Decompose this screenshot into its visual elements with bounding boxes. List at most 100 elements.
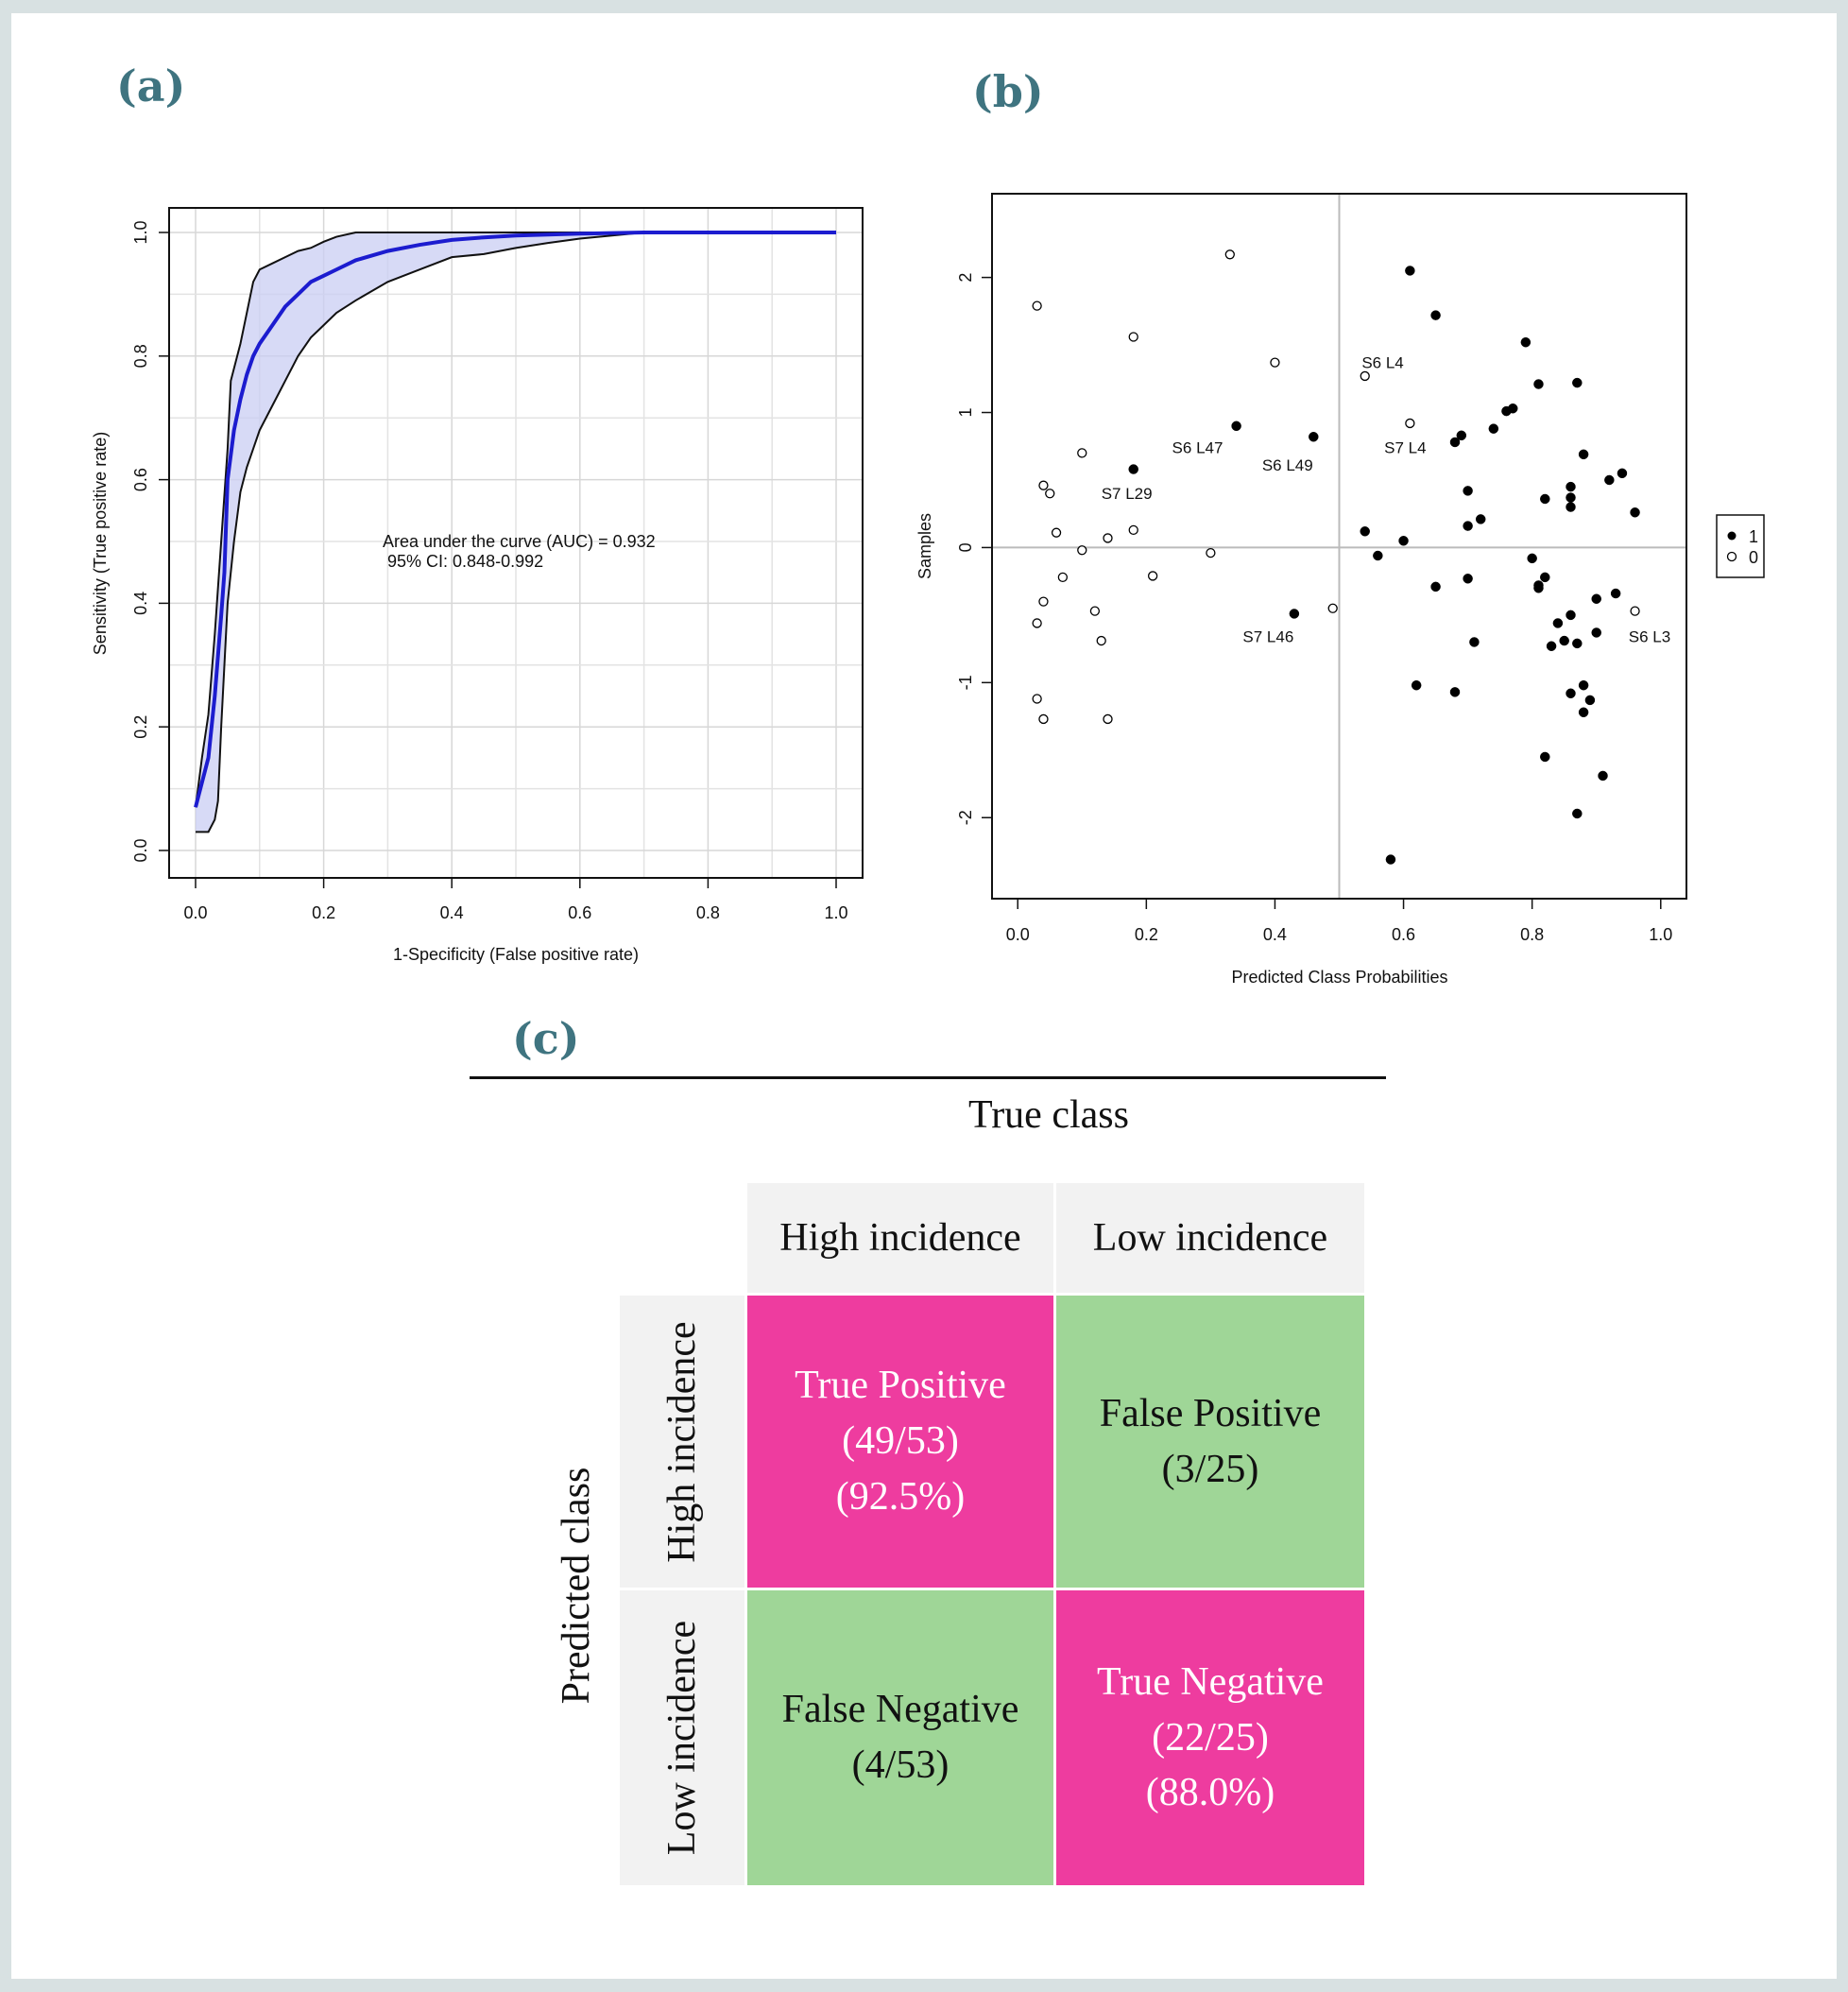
scatter-reference-lines	[992, 194, 1686, 899]
scatter-point-class-1	[1463, 521, 1473, 531]
scatter-y-label: Samples	[915, 513, 934, 579]
scatter-point-class-1	[1373, 550, 1383, 561]
panel-label-a: (a)	[116, 60, 186, 112]
tp-title: True Positive	[795, 1364, 1006, 1408]
scatter-point-class-1	[1591, 627, 1601, 638]
cell-true-negative: True Negative (22/25) (88.0%)	[1056, 1590, 1364, 1885]
col-header-low: Low incidence	[1056, 1183, 1364, 1293]
cell-true-positive: True Positive (49/53) (92.5%)	[747, 1296, 1053, 1588]
scatter-point-class-0	[1270, 357, 1280, 368]
scatter-point-class-1	[1566, 492, 1576, 503]
roc-xtick-label-4: 0.8	[696, 903, 720, 922]
roc-ci-upper-line	[195, 232, 836, 808]
roc-y-axis: 0.0 0.2 0.4 0.6 0.8 1.0	[131, 220, 169, 863]
scatter-point-class-1	[1630, 507, 1640, 518]
scatter-point-class-0	[1038, 713, 1049, 725]
scatter-point-class-1	[1566, 610, 1576, 621]
roc-annotation-auc: Area under the curve (AUC) = 0.932	[383, 532, 656, 551]
fn-title: False Negative	[781, 1688, 1019, 1732]
roc-ytick-label-5: 1.0	[131, 220, 150, 244]
scatter-point-class-1	[1540, 572, 1550, 583]
scatter-point-class-1	[1508, 403, 1518, 414]
scatter-point-class-1	[1572, 638, 1583, 649]
scatter-points	[1032, 249, 1640, 865]
panel-label-c: (c)	[512, 1013, 580, 1064]
scatter-point-class-1	[1360, 526, 1370, 537]
scatter-point-class-0	[1327, 603, 1338, 613]
cell-false-negative: False Negative (4/53)	[747, 1590, 1053, 1885]
scatter-xtick-label-0: 0.0	[1006, 925, 1030, 944]
scatter-point-class-1	[1128, 464, 1138, 474]
scatter-point-class-1	[1527, 553, 1537, 564]
scatter-point-label-4: S7 L29	[1102, 485, 1153, 503]
scatter-xtick-label-2: 0.4	[1263, 925, 1287, 944]
roc-plot-frame	[168, 207, 864, 879]
scatter-point-class-1	[1540, 751, 1550, 763]
scatter-point-class-1	[1463, 486, 1473, 496]
scatter-point-class-1	[1552, 618, 1564, 628]
scatter-point-class-0	[1032, 301, 1042, 311]
roc-ytick-label-1: 0.2	[131, 715, 150, 739]
scatter-point-class-1	[1475, 514, 1486, 524]
roc-mean-line	[194, 231, 836, 808]
scatter-point-class-1	[1559, 635, 1569, 646]
scatter-point-class-0	[1128, 332, 1138, 342]
scatter-point-label-6: S6 L3	[1629, 627, 1670, 645]
scatter-point-class-0	[1360, 370, 1370, 382]
roc-chart: 0.0 0.2 0.4 0.6 0.8 1.0 0.0 0.2 0.4 0.6 0.8 1.0 Ar…	[91, 193, 1765, 987]
roc-confidence-band	[196, 232, 836, 833]
row-header-high-text: High incidence	[660, 1320, 704, 1563]
scatter-point-class-1	[1533, 580, 1544, 591]
panel-label-b: (b)	[972, 66, 1044, 117]
scatter-point-class-1	[1572, 808, 1583, 819]
panel-c-divider	[470, 1076, 1386, 1079]
roc-x-label: 1-Specificity (False positive rate)	[393, 945, 639, 964]
scatter-ytick-label-0: -2	[956, 810, 975, 825]
roc-xtick-label-0: 0.0	[183, 903, 207, 922]
scatter-point-class-0	[1038, 480, 1049, 490]
scatter-point-class-1	[1430, 581, 1441, 592]
scatter-xtick-label-1: 0.2	[1135, 925, 1158, 944]
scatter-point-class-0	[1077, 448, 1087, 458]
scatter-point-label-0: S6 L4	[1361, 353, 1403, 371]
fn-count: (4/53)	[851, 1743, 950, 1787]
scatter-legend: 1 0	[1716, 514, 1765, 578]
scatter-point-labels: S6 L4 S6 L47 S6 L49 S7 L4 S7 L29 S7 L46 S6 L3	[1102, 353, 1670, 645]
tp-count: (49/53)	[842, 1419, 959, 1464]
scatter-point-class-1	[1411, 679, 1422, 691]
scatter-point-class-0	[1077, 545, 1087, 556]
scatter-point-class-1	[1591, 593, 1601, 604]
scatter-point-class-0	[1630, 606, 1640, 616]
scatter-point-class-0	[1032, 618, 1042, 628]
roc-ytick-label-0: 0.0	[131, 838, 150, 862]
scatter-point-class-0	[1051, 527, 1062, 538]
scatter-y-axis: -2 -1 0 1 2	[956, 273, 992, 825]
scatter-point-class-1	[1449, 687, 1461, 697]
legend-marker-open	[1726, 551, 1737, 562]
scatter-point-class-1	[1469, 637, 1480, 647]
col-header-high: High incidence	[747, 1183, 1053, 1293]
scatter-point-class-0	[1206, 547, 1216, 558]
scatter-xtick-label-3: 0.6	[1392, 925, 1415, 944]
scatter-ytick-label-4: 2	[956, 273, 975, 283]
scatter-point-class-1	[1540, 493, 1550, 505]
scatter-plot-frame	[991, 193, 1687, 900]
scatter-point-class-1	[1520, 336, 1531, 348]
scatter-point-class-1	[1385, 854, 1396, 865]
roc-xtick-label-5: 1.0	[824, 903, 847, 922]
tn-pct: (88.0%)	[1145, 1771, 1275, 1815]
scatter-point-class-1	[1604, 474, 1615, 486]
scatter-point-class-0	[1045, 489, 1055, 499]
roc-y-label: Sensitivity (True positive rate)	[91, 432, 110, 655]
scatter-point-class-1	[1617, 468, 1628, 479]
scatter-point-class-1	[1309, 431, 1319, 442]
scatter-point-class-1	[1488, 423, 1499, 434]
scatter-point-class-0	[1224, 249, 1235, 260]
row-header-low: Low incidence	[620, 1590, 744, 1885]
row-header-high: High incidence	[620, 1296, 744, 1588]
scatter-point-class-0	[1038, 596, 1049, 607]
scatter-point-class-0	[1032, 694, 1042, 704]
scatter-point-class-1	[1398, 536, 1409, 546]
scatter-point-class-0	[1147, 571, 1158, 581]
legend-label-0: 0	[1749, 548, 1758, 567]
